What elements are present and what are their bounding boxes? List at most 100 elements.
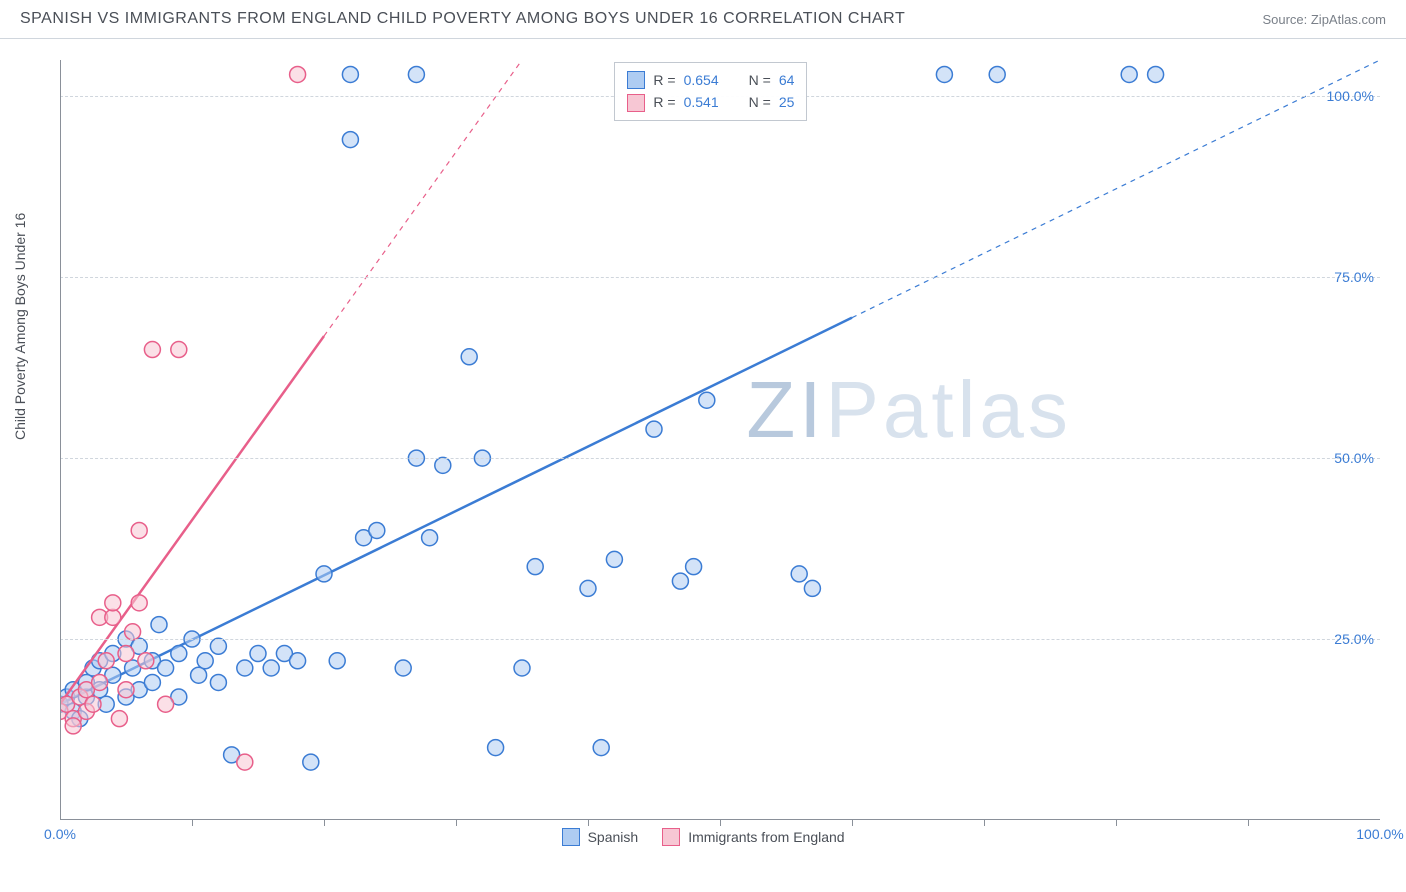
grid-line <box>60 639 1380 640</box>
grid-line <box>60 458 1380 459</box>
x-tick <box>456 820 457 826</box>
data-point <box>593 740 609 756</box>
data-point <box>686 559 702 575</box>
y-tick-label: 75.0% <box>1334 269 1374 285</box>
n-label: N = <box>749 91 771 113</box>
x-tick <box>1116 820 1117 826</box>
x-tick <box>324 820 325 826</box>
data-point <box>250 646 266 662</box>
data-point <box>144 674 160 690</box>
r-value: 0.541 <box>684 91 719 113</box>
data-point <box>171 342 187 358</box>
data-point <box>290 653 306 669</box>
data-point <box>408 66 424 82</box>
data-point <box>118 682 134 698</box>
grid-line <box>60 277 1380 278</box>
x-tick-label: 0.0% <box>44 826 76 842</box>
legend-swatch <box>562 828 580 846</box>
data-point <box>138 653 154 669</box>
regression-line-dash <box>852 60 1380 318</box>
x-tick <box>192 820 193 826</box>
data-point <box>791 566 807 582</box>
data-point <box>118 646 134 662</box>
data-point <box>1148 66 1164 82</box>
y-tick-label: 25.0% <box>1334 631 1374 647</box>
legend-row: R = 0.541 N = 25 <box>627 91 794 113</box>
data-point <box>144 342 160 358</box>
legend-swatch <box>627 71 645 89</box>
r-label: R = <box>653 69 675 91</box>
data-point <box>395 660 411 676</box>
y-axis-label: Child Poverty Among Boys Under 16 <box>12 213 28 440</box>
data-point <box>316 566 332 582</box>
data-point <box>111 711 127 727</box>
data-point <box>98 653 114 669</box>
legend-label: Immigrants from England <box>688 829 844 845</box>
data-point <box>435 457 451 473</box>
y-tick-label: 50.0% <box>1334 450 1374 466</box>
legend-swatch <box>627 94 645 112</box>
legend-swatch <box>662 828 680 846</box>
data-point <box>85 696 101 712</box>
plot-svg <box>60 60 1380 820</box>
legend-label: Spanish <box>588 829 639 845</box>
x-tick <box>1248 820 1249 826</box>
data-point <box>92 674 108 690</box>
data-point <box>422 530 438 546</box>
source-attribution: Source: ZipAtlas.com <box>1262 12 1386 27</box>
n-label: N = <box>749 69 771 91</box>
correlation-legend: R = 0.654 N = 64 R = 0.541 N = 25 <box>614 62 807 121</box>
data-point <box>342 66 358 82</box>
data-point <box>488 740 504 756</box>
x-tick-label: 100.0% <box>1356 826 1403 842</box>
data-point <box>461 349 477 365</box>
regression-line-dash <box>324 60 522 336</box>
y-tick-label: 100.0% <box>1327 88 1374 104</box>
data-point <box>342 132 358 148</box>
data-point <box>131 595 147 611</box>
legend-item: Spanish <box>562 828 639 846</box>
data-point <box>158 696 174 712</box>
data-point <box>290 66 306 82</box>
chart-title: SPANISH VS IMMIGRANTS FROM ENGLAND CHILD… <box>20 10 905 28</box>
data-point <box>197 653 213 669</box>
data-point <box>105 609 121 625</box>
data-point <box>989 66 1005 82</box>
r-value: 0.654 <box>684 69 719 91</box>
series-legend: Spanish Immigrants from England <box>562 828 845 846</box>
data-point <box>514 660 530 676</box>
chart-area: ZIPatlas 25.0%50.0%75.0%100.0%0.0%100.0%… <box>60 60 1380 850</box>
data-point <box>580 580 596 596</box>
x-tick <box>852 820 853 826</box>
scatter-plot: ZIPatlas 25.0%50.0%75.0%100.0%0.0%100.0%… <box>60 60 1380 820</box>
x-tick <box>984 820 985 826</box>
data-point <box>263 660 279 676</box>
data-point <box>131 522 147 538</box>
x-tick <box>720 820 721 826</box>
data-point <box>936 66 952 82</box>
data-point <box>1121 66 1137 82</box>
data-point <box>303 754 319 770</box>
data-point <box>210 638 226 654</box>
data-point <box>699 392 715 408</box>
n-value: 25 <box>779 91 795 113</box>
x-tick <box>588 820 589 826</box>
data-point <box>606 551 622 567</box>
data-point <box>237 754 253 770</box>
n-value: 64 <box>779 69 795 91</box>
y-axis <box>60 60 61 820</box>
data-point <box>65 718 81 734</box>
data-point <box>369 522 385 538</box>
data-point <box>210 674 226 690</box>
data-point <box>105 595 121 611</box>
data-point <box>672 573 688 589</box>
r-label: R = <box>653 91 675 113</box>
data-point <box>158 660 174 676</box>
data-point <box>237 660 253 676</box>
data-point <box>171 646 187 662</box>
legend-item: Immigrants from England <box>662 828 844 846</box>
legend-row: R = 0.654 N = 64 <box>627 69 794 91</box>
data-point <box>329 653 345 669</box>
data-point <box>804 580 820 596</box>
data-point <box>125 624 141 640</box>
